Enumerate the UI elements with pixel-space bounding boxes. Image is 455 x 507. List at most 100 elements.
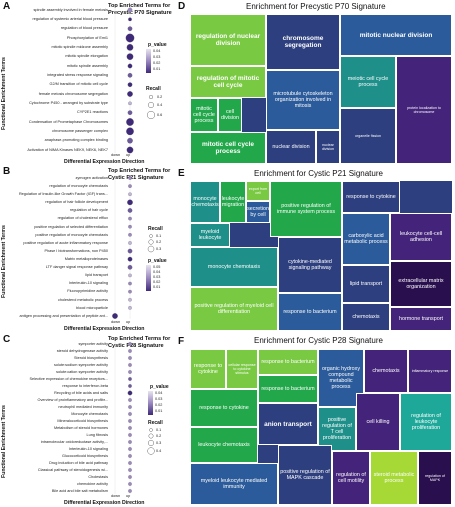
term-label: chemokine activity <box>76 481 108 486</box>
panel-b-legend-p-val-4: 0.01 <box>153 285 161 289</box>
treemap-tile-label: myeloid leukocyte <box>198 229 222 241</box>
treemap-tile-label: mitotic cell cycle process <box>201 141 255 155</box>
dot-point <box>128 419 132 423</box>
panel-b-tick-up: up <box>126 320 131 324</box>
treemap-tile-label: leukocyte migration <box>221 196 245 208</box>
term-label: regulation of hair cycle <box>70 208 108 213</box>
term-label: Mineralocorticoid biosynthesis <box>57 418 108 423</box>
dot-point <box>127 137 133 144</box>
panel-b-legend-recall-val-1: 0.2 <box>156 240 162 244</box>
dot-point <box>128 363 132 367</box>
dot-point <box>128 289 132 294</box>
treemap-tile: cellular response to cytokine stimulus <box>226 349 258 389</box>
term-label: Phase I biotransformations, non P450 <box>44 248 108 253</box>
dot-point <box>127 390 133 396</box>
treemap-tile: lipid transport <box>342 265 390 303</box>
panel-c-legend-recall-title: Recall <box>148 420 163 426</box>
panel-a-legend-p-title: p_value <box>148 42 167 48</box>
treemap-tile-label: chemotaxis <box>352 314 380 320</box>
treemap-tile: cytokine-mediated signaling pathway <box>278 237 342 293</box>
treemap-tile-label: positive regulation of immune system pro… <box>276 203 336 215</box>
dot-point <box>128 356 132 360</box>
legend-recall-circle <box>149 428 153 432</box>
dot-point <box>128 241 132 245</box>
term-label: chromosome passenger complex <box>52 129 108 134</box>
panel-a-x-axis-title: Differential Expression Direction <box>64 159 145 165</box>
panel-b-legend-recall-val-0: 0.1 <box>156 234 162 238</box>
treemap-tile: regulation of MAPK <box>418 451 452 505</box>
dot-point <box>127 256 133 262</box>
treemap-tile-label: response to bacterium <box>283 309 337 315</box>
dot-point <box>128 281 132 286</box>
treemap-tile: response to bacterium <box>258 375 318 403</box>
treemap-tile-label: response to cytokine <box>193 363 223 375</box>
panel-a-tick-up: up <box>126 153 131 157</box>
panel-a-legend-p-gradient <box>146 49 151 73</box>
panel-b-legend-p-title: p_value <box>148 258 167 264</box>
panel-f-treemap: response to cytokine cellular response to… <box>190 349 452 505</box>
dot-point <box>128 176 132 180</box>
dot-point <box>128 440 132 444</box>
treemap-tile: chemotaxis <box>364 349 408 393</box>
term-label: symporter activity <box>78 341 108 346</box>
dot-point <box>126 53 134 60</box>
term-label: CYP2E1 reactions <box>76 110 108 115</box>
term-label: Cholestasis <box>88 474 108 479</box>
dot-point <box>127 208 133 213</box>
treemap-tile-label: chromosome segregation <box>282 35 324 49</box>
dot-point <box>128 216 132 221</box>
dot-point <box>126 118 134 126</box>
panel-c-legend-p-val-2: 0.02 <box>155 403 163 407</box>
treemap-tile: monocyte chemotaxis <box>190 247 278 287</box>
term-label: Overview of proinflammatory and profibr.… <box>37 397 108 402</box>
legend-recall-circle <box>149 234 153 238</box>
dot-point <box>127 248 133 254</box>
treemap-tile-label: positive regulation of T cell proliferat… <box>322 417 352 441</box>
treemap-tile-label: organelle fission <box>355 134 381 138</box>
treemap-tile: secretion by cell <box>246 201 270 223</box>
treemap-tile-label: regulation of MAPK <box>425 474 445 482</box>
treemap-tile: inflammatory response <box>408 349 452 393</box>
term-label: Interleukin-10 signaling <box>68 446 108 451</box>
panel-c-tick-up: up <box>126 494 131 498</box>
treemap-tile-label: steroid metabolic process <box>373 472 415 484</box>
treemap-tile: hormone transport <box>390 307 452 331</box>
dot-point <box>126 44 134 51</box>
dot-point <box>128 342 132 346</box>
dot-point <box>127 7 133 13</box>
term-label: response to interferon-beta <box>62 383 108 388</box>
panel-a-tick-down: down <box>111 153 121 157</box>
panel-a-legend-p-val-3: 0.01 <box>153 67 161 71</box>
term-label: positive regulation of acute inflammator… <box>23 240 108 245</box>
dot-point <box>127 63 133 69</box>
panel-a-legend-recall-val-0: 0.2 <box>157 95 163 99</box>
panel-c-legend-recall-circles <box>147 428 155 455</box>
dot-point <box>128 273 132 278</box>
treemap-tile: cell killing <box>356 393 400 451</box>
treemap-tile: myeloid leukocyte <box>190 223 230 247</box>
dot-point <box>112 313 118 319</box>
dot-point <box>127 91 133 97</box>
panel-a-legend-p-val-2: 0.02 <box>153 61 161 65</box>
treemap-tile-label: response to bacterium <box>261 359 315 365</box>
panel-b-legend-p-val-2: 0.03 <box>153 275 161 279</box>
panel-c-legend-recall-val-0: 0.1 <box>156 428 162 432</box>
treemap-tile: leukocyte migration <box>220 181 246 223</box>
panel-b-legend-recall-circles <box>147 234 155 253</box>
treemap-tile: response to cytokine <box>342 181 400 213</box>
term-label: regulation of blood pressure <box>60 26 108 31</box>
treemap-tile: positive regulation of MAPK cascade <box>278 445 332 505</box>
treemap-tile-label: cell killing <box>366 419 390 425</box>
term-label: antigen processing and presentation of p… <box>19 313 108 318</box>
treemap-tile: regulation of nuclear division <box>190 14 266 66</box>
term-label: solute:cation symporter activity <box>56 369 108 374</box>
panel-e-treemap: monocyte chemotaxis leukocyte migration ex… <box>190 181 452 331</box>
term-label: positive regulation of monocyte chemotax… <box>35 232 108 237</box>
dot-point <box>128 384 132 388</box>
legend-recall-circle <box>148 439 154 446</box>
treemap-tile: positive regulation of myeloid cell diff… <box>190 287 278 331</box>
treemap-tile: mitotic cell cycle process <box>190 132 266 164</box>
dot-point <box>128 447 132 451</box>
treemap-tile-label: response to cytokine <box>199 405 249 411</box>
panel-b-legend-p-val-0: 0.05 <box>153 265 161 269</box>
